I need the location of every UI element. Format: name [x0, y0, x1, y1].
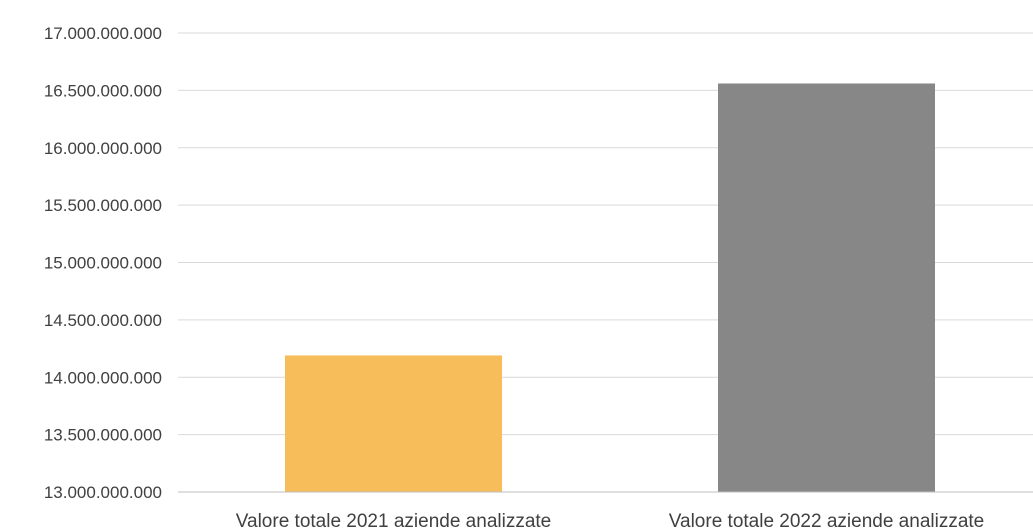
y-tick-label: 17.000.000.000 — [44, 24, 162, 43]
y-tick-label: 13.500.000.000 — [44, 426, 162, 445]
y-tick-label: 14.000.000.000 — [44, 368, 162, 387]
x-category-label: Valore totale 2022 aziende analizzate — [669, 511, 985, 531]
y-tick-label: 13.000.000.000 — [44, 483, 162, 502]
bar-1 — [285, 355, 502, 492]
y-tick-label: 15.500.000.000 — [44, 196, 162, 215]
y-axis-tick-labels: 13.000.000.000 13.500.000.000 14.000.000.0… — [44, 24, 162, 502]
x-axis-category-labels: Valore totale 2021 aziende analizzate Val… — [236, 511, 985, 531]
bar-2 — [718, 83, 935, 493]
y-tick-label: 16.500.000.000 — [44, 81, 162, 100]
bars — [285, 83, 935, 493]
y-tick-label: 16.000.000.000 — [44, 139, 162, 158]
x-category-label: Valore totale 2021 aziende analizzate — [236, 511, 552, 531]
y-tick-label: 14.500.000.000 — [44, 311, 162, 330]
y-tick-label: 15.000.000.000 — [44, 254, 162, 273]
